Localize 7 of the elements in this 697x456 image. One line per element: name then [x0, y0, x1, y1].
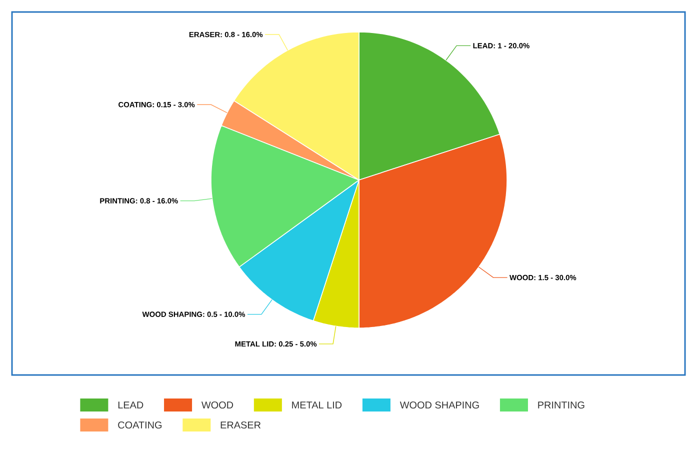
legend-label: METAL LID	[292, 402, 342, 408]
legend-label: ERASER	[220, 421, 261, 429]
legend-label: PRINTING	[538, 401, 584, 409]
legend-label: COATING	[118, 421, 162, 429]
legend-label: LEAD	[118, 402, 144, 408]
legend-label: WOOD SHAPING	[400, 401, 479, 409]
legend-label: WOOD	[201, 401, 234, 409]
